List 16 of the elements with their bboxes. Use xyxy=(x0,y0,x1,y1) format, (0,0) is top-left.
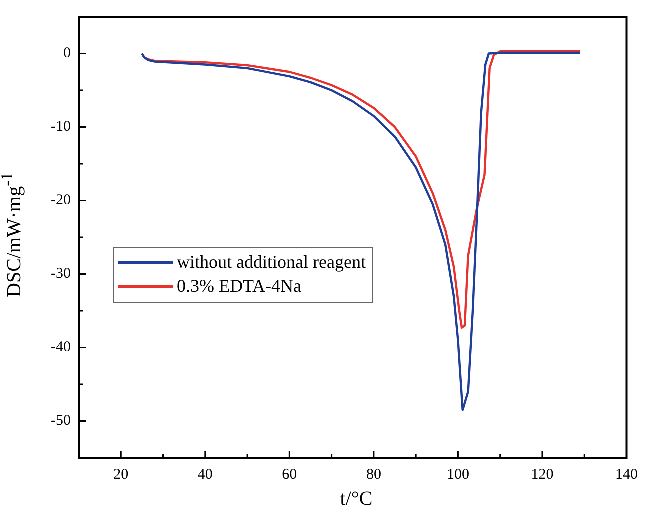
legend-label: 0.3% EDTA-4Na xyxy=(176,274,303,298)
x-tick-label: 140 xyxy=(616,466,638,483)
y-tick-label: -40 xyxy=(51,340,71,356)
x-tick-label: 80 xyxy=(366,466,382,483)
x-tick-label: 120 xyxy=(531,466,554,483)
y-tick-label: -20 xyxy=(51,192,71,209)
y-tick-label: -10 xyxy=(51,119,71,136)
legend-label: without additional reagent xyxy=(176,250,366,274)
x-tick-label: 40 xyxy=(198,466,213,483)
y-tick-label: -30 xyxy=(51,266,71,282)
x-tick-label: 20 xyxy=(114,466,129,483)
y-tick-label: -50 xyxy=(51,413,71,430)
x-tick-label: 100 xyxy=(446,466,470,483)
y-tick-label: 0 xyxy=(64,46,71,62)
x-tick-label: 60 xyxy=(282,466,298,483)
x-axis-title: t/°C xyxy=(339,488,374,511)
